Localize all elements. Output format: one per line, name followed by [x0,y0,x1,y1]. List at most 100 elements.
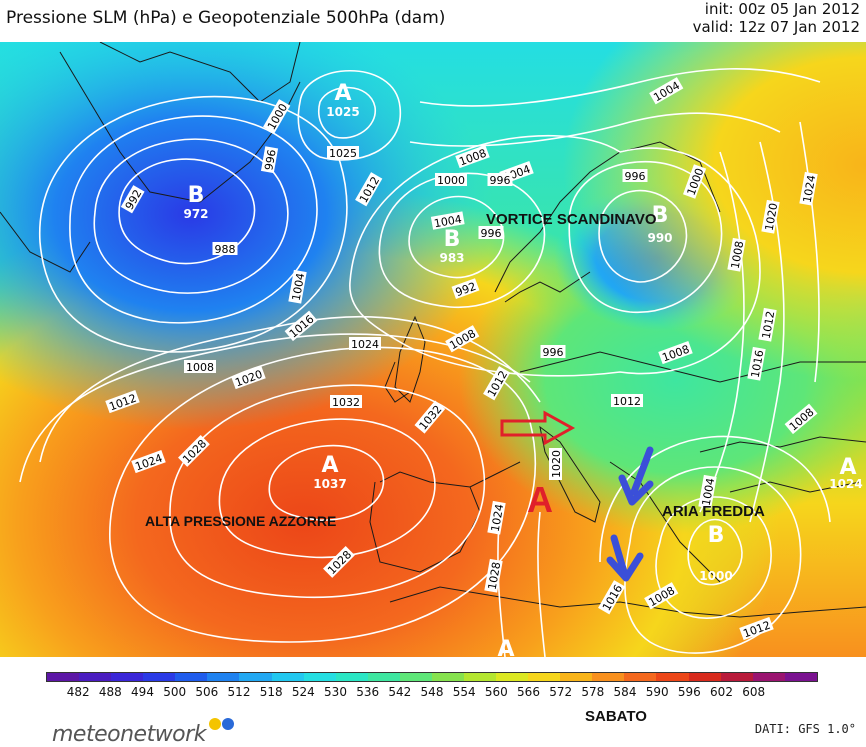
svg-text:1024: 1024 [351,338,379,351]
isobar-label: 988 [212,242,238,256]
center-a-north-africa-letter: A [497,637,514,657]
svg-text:1024: 1024 [489,503,507,533]
colorbar-segment [592,673,625,681]
colorbar-tick-label: 554 [452,685,476,699]
annotation-azores-high: ALTA PRESSIONE AZZORRE [145,513,336,529]
center-b-north-sea-letter: B [444,227,461,252]
center-b-aegean-letter: B [708,523,725,548]
isobar-label: 1000 [435,173,467,187]
svg-text:1020: 1020 [763,202,781,232]
isobar-label: 1024 [349,337,381,351]
valid-time: valid: 12z 07 Jan 2012 [692,18,860,36]
isobar-label: 1028 [484,558,504,593]
colorbar-tick-label: 572 [549,685,573,699]
coastlines [0,42,866,618]
colorbar-segment [399,673,432,681]
isobar-label: 1025 [327,146,359,160]
colorbar-segment [720,673,753,681]
center-b-aegean-value: 1000 [699,569,732,583]
colorbar-segment [431,673,465,681]
svg-text:996: 996 [625,170,646,183]
init-time: init: 00z 05 Jan 2012 [704,0,860,18]
center-b-finland-letter: B [652,203,669,228]
center-a-east-value: 1024 [829,477,862,491]
svg-text:1032: 1032 [332,396,360,409]
isobar-label: 996 [478,226,504,240]
colorbar-tick-label: 506 [195,685,219,699]
svg-text:1012: 1012 [760,310,778,340]
svg-text:1000: 1000 [437,174,465,187]
svg-text:1012: 1012 [613,395,641,408]
isobar-label: 996 [622,169,648,183]
colorbar-segment [624,673,657,681]
colorbar-tick-label: 602 [710,685,733,699]
colorbar-segment [143,673,176,681]
colorbar-segment [464,673,497,681]
svg-text:1004: 1004 [433,213,463,231]
isobar-label: 996 [260,146,279,174]
isobar-label: 1024 [799,171,818,206]
colorbar-tick-label: 524 [291,685,315,699]
center-a-greenland-sea-value: 1025 [326,105,359,119]
colorbar-segment [47,673,80,681]
colorbar-ticks: 482 488 494 500 506 512 518 524 530 536 542 548 554 5… [46,685,818,699]
colorbar-tick-label: 590 [645,685,669,699]
colorbar-tick-label: 560 [484,685,508,699]
isobar-label: 1008 [727,237,746,272]
isobar-label: 996 [487,173,513,187]
colorbar-tick-label: 530 [324,685,347,699]
isobar-label: 1020 [549,448,563,480]
colorbar-tick-label: 488 [98,685,122,699]
field-northeast-warm [0,42,866,657]
svg-text:996: 996 [262,148,278,171]
svg-text:988: 988 [215,243,236,256]
colorbar-tick-label: 596 [677,685,701,699]
svg-text:996: 996 [543,346,564,359]
isobar-label: 1004 [288,269,308,304]
isobar-label: 1032 [330,395,362,409]
map-title: Pressione SLM (hPa) e Geopotenziale 500h… [6,8,446,28]
isobar-label: 1012 [611,394,643,408]
colorbar-segment [239,673,272,681]
cold-flow-arrows [606,446,654,582]
center-b-finland-value: 990 [647,231,672,245]
day-label: SABATO [585,708,647,725]
svg-text:1016: 1016 [749,349,767,379]
logo-dots-icon [209,718,234,730]
colorbar-tick-label: 536 [356,685,380,699]
annotation-italy-high: A [527,479,553,520]
meteonetwork-logo: meteonetwork [52,722,206,747]
colorbar-segment [496,673,529,681]
svg-text:1004: 1004 [290,272,308,302]
colorbar-segment [752,673,785,681]
colorbar-segment [367,673,400,681]
colorbar-segment [207,673,240,681]
colorbar-segment [335,673,368,681]
center-b-north-sea-value: 983 [439,251,464,265]
isobar-label: 1004 [430,211,465,231]
colorbar-tick-label: 482 [66,685,90,699]
svg-text:996: 996 [481,227,502,240]
colorbar-segment [79,673,112,681]
colorbar-segment [111,673,144,681]
isobar-label: 996 [540,345,566,359]
colorbar-tick-label: 518 [259,685,283,699]
isobar-label: 1016 [747,346,767,381]
isobar-label: 1020 [761,199,781,234]
annotation-vortex: VORTICE SCANDINAVO [486,211,657,228]
svg-text:1025: 1025 [329,147,357,160]
center-b-greenland-value: 972 [183,207,208,221]
svg-text:996: 996 [490,174,511,187]
colorbar-tick-label: 500 [163,685,187,699]
colorbar-tick-label: 548 [420,685,444,699]
colorbar-segment [560,673,593,681]
colorbar-segment [688,673,721,681]
colorbar-segment [528,673,561,681]
isobar-label: 1004 [698,474,717,509]
colorbar-segment [271,673,304,681]
colorbar-tick-label: 512 [227,685,251,699]
colorbar-segment [175,673,208,681]
colorbar-segment [303,673,336,681]
svg-text:1028: 1028 [486,561,504,591]
colorbar-tick-label: 542 [388,685,412,699]
